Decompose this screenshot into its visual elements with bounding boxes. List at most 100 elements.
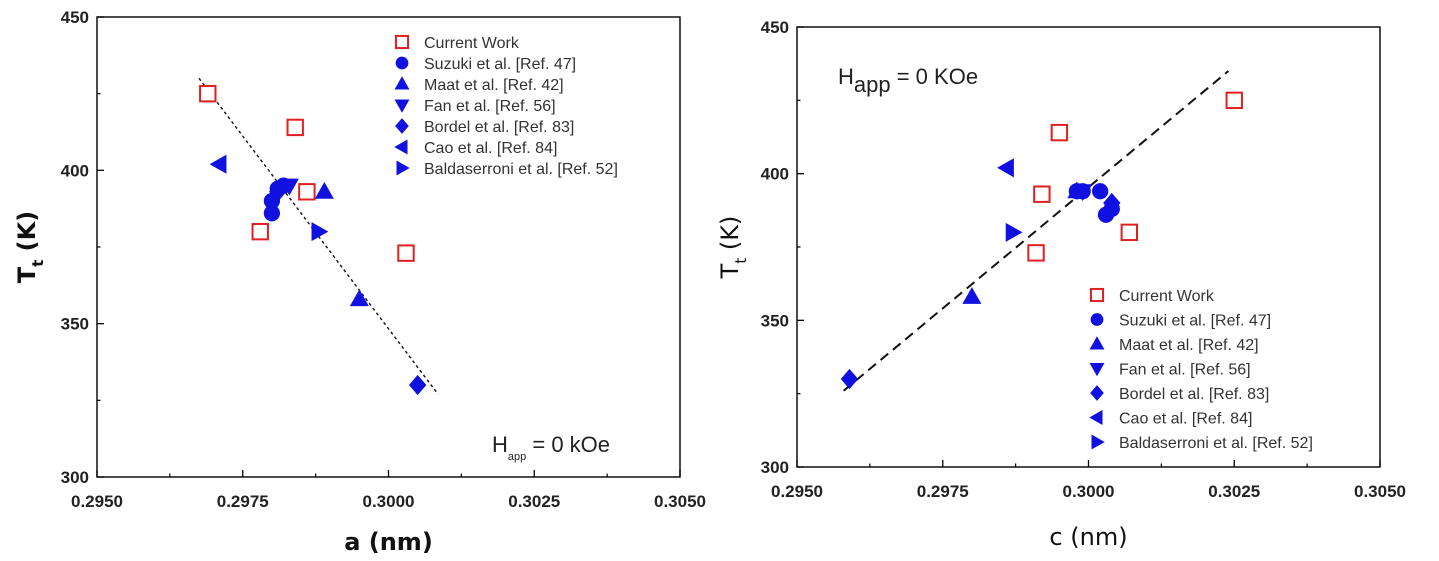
series-triangle-right [1005, 222, 1023, 242]
legend-marker [1089, 287, 1105, 303]
data-point [1225, 91, 1243, 110]
legend-marker [394, 99, 410, 113]
data-point [408, 374, 427, 396]
series-triangle-left [997, 158, 1014, 178]
legend-label: Fan et al. [Ref. 56] [424, 98, 556, 115]
y-tick-label: 300 [761, 458, 789, 477]
data-point [269, 181, 287, 202]
series-diamond [269, 181, 427, 396]
legend-label: Current Work [1119, 288, 1215, 305]
annotation-sub: app [854, 72, 891, 97]
fit-line [843, 70, 1230, 392]
data-point [298, 183, 316, 201]
data-point [349, 289, 369, 307]
legend-marker [396, 160, 410, 176]
legend-marker [1091, 434, 1105, 450]
data-point [1103, 192, 1121, 214]
y-tick-label: 350 [61, 315, 89, 334]
data-point [997, 158, 1014, 178]
y-axis-label-sub: t [732, 258, 750, 264]
y-tick-label: 400 [61, 161, 89, 180]
y-tick-label: 350 [761, 311, 789, 330]
x-tick-label: 0.2950 [771, 482, 823, 501]
annotation-rest: = 0 kOe [526, 432, 610, 457]
x-axis-label: a (nm) [344, 528, 433, 556]
series-triangle-down [279, 178, 299, 196]
series-triangle-left [209, 154, 227, 174]
legend-label: Baldaserroni et al. [Ref. 52] [1119, 435, 1313, 452]
chart-panel-c: 0.2950 0.2975 0.3000 0.3025 0.3050 300 350 400 4… [716, 18, 1406, 551]
data-point [1120, 223, 1139, 242]
series-triangle-up [962, 181, 1087, 304]
data-point [1027, 244, 1045, 262]
data-point [1073, 184, 1093, 202]
data-point [251, 222, 269, 241]
legend-marker [1089, 410, 1103, 425]
annotation-main: H [838, 64, 854, 89]
legend-label: Current Work [424, 35, 520, 52]
legend-label: Cao et al. [Ref. 84] [424, 140, 557, 157]
y-axis-label-sub: t [29, 260, 47, 267]
y-axis-label-unit: (K) [716, 216, 744, 258]
x-tick-label: 0.3025 [508, 492, 560, 511]
series-triangle-down [1073, 184, 1093, 202]
data-point [1033, 185, 1051, 203]
y-axis-label: Tt (K) [716, 216, 750, 280]
data-point [1005, 222, 1023, 242]
x-tick-label: 0.2975 [217, 492, 269, 511]
data-point [314, 182, 334, 199]
legend-label: Bordel et al. [Ref. 83] [1119, 386, 1269, 403]
annotation-rest: = 0 KOe [891, 64, 978, 89]
data-point [263, 205, 281, 222]
series-triangle-right [311, 222, 329, 242]
series-diamond [840, 192, 1121, 390]
field-annotation: Happ = 0 KOe [838, 64, 978, 97]
x-axis-label: c (nm) [1049, 523, 1127, 551]
data-point [1092, 183, 1109, 200]
y-tick-label: 400 [761, 165, 789, 184]
x-tick-label: 0.3000 [363, 492, 415, 511]
x-tick-label: 0.2975 [917, 482, 969, 501]
legend-label: Maat et al. [Ref. 42] [1119, 337, 1259, 354]
plot-frame [96, 16, 681, 478]
legend: Current Work Suzuki et al. [Ref. 47] Maat … [394, 34, 618, 178]
legend: Current Work Suzuki et al. [Ref. 47] Maat … [1089, 287, 1313, 452]
legend-label: Maat et al. [Ref. 42] [424, 77, 564, 94]
data-point [209, 154, 227, 174]
data-point [311, 222, 329, 242]
y-axis-label-main: T [716, 263, 744, 279]
legend-marker [1089, 336, 1105, 350]
legend-marker [1089, 363, 1105, 377]
legend-marker [395, 56, 409, 70]
annotation-main: H [492, 432, 508, 457]
data-point [286, 118, 304, 137]
legend-label: Baldaserroni et al. [Ref. 52] [424, 161, 618, 178]
legend-marker [394, 76, 410, 90]
series-open-square [199, 84, 415, 262]
chart-panel-a: 0.2950 0.2975 0.3000 0.3025 0.3050 300 350 400 4… [13, 8, 706, 556]
legend-marker [394, 34, 410, 50]
x-tick-label: 0.3000 [1063, 482, 1115, 501]
legend-label: Fan et al. [Ref. 56] [1119, 362, 1251, 379]
series-open-square [1027, 91, 1243, 262]
series-triangle-up [314, 182, 369, 307]
legend-label: Suzuki et al. [Ref. 47] [1119, 313, 1271, 330]
data-point [397, 244, 415, 262]
y-tick-label: 450 [61, 8, 89, 27]
x-tick-label: 0.3050 [1354, 482, 1406, 501]
x-tick-label: 0.3025 [1208, 482, 1260, 501]
y-axis-label: Tt (K) [13, 211, 47, 283]
annotation-sub: app [508, 451, 526, 463]
legend-marker [395, 118, 409, 134]
x-tick-label: 0.3050 [654, 492, 706, 511]
legend-marker [1090, 385, 1104, 401]
data-point [962, 287, 982, 304]
legend-label: Bordel et al. [Ref. 83] [424, 119, 574, 136]
data-point [840, 368, 859, 390]
legend-label: Cao et al. [Ref. 84] [1119, 411, 1252, 428]
data-point [279, 178, 299, 196]
y-axis-label-unit: (K) [13, 211, 41, 260]
data-point [199, 84, 217, 103]
x-tick-label: 0.2950 [71, 492, 123, 511]
